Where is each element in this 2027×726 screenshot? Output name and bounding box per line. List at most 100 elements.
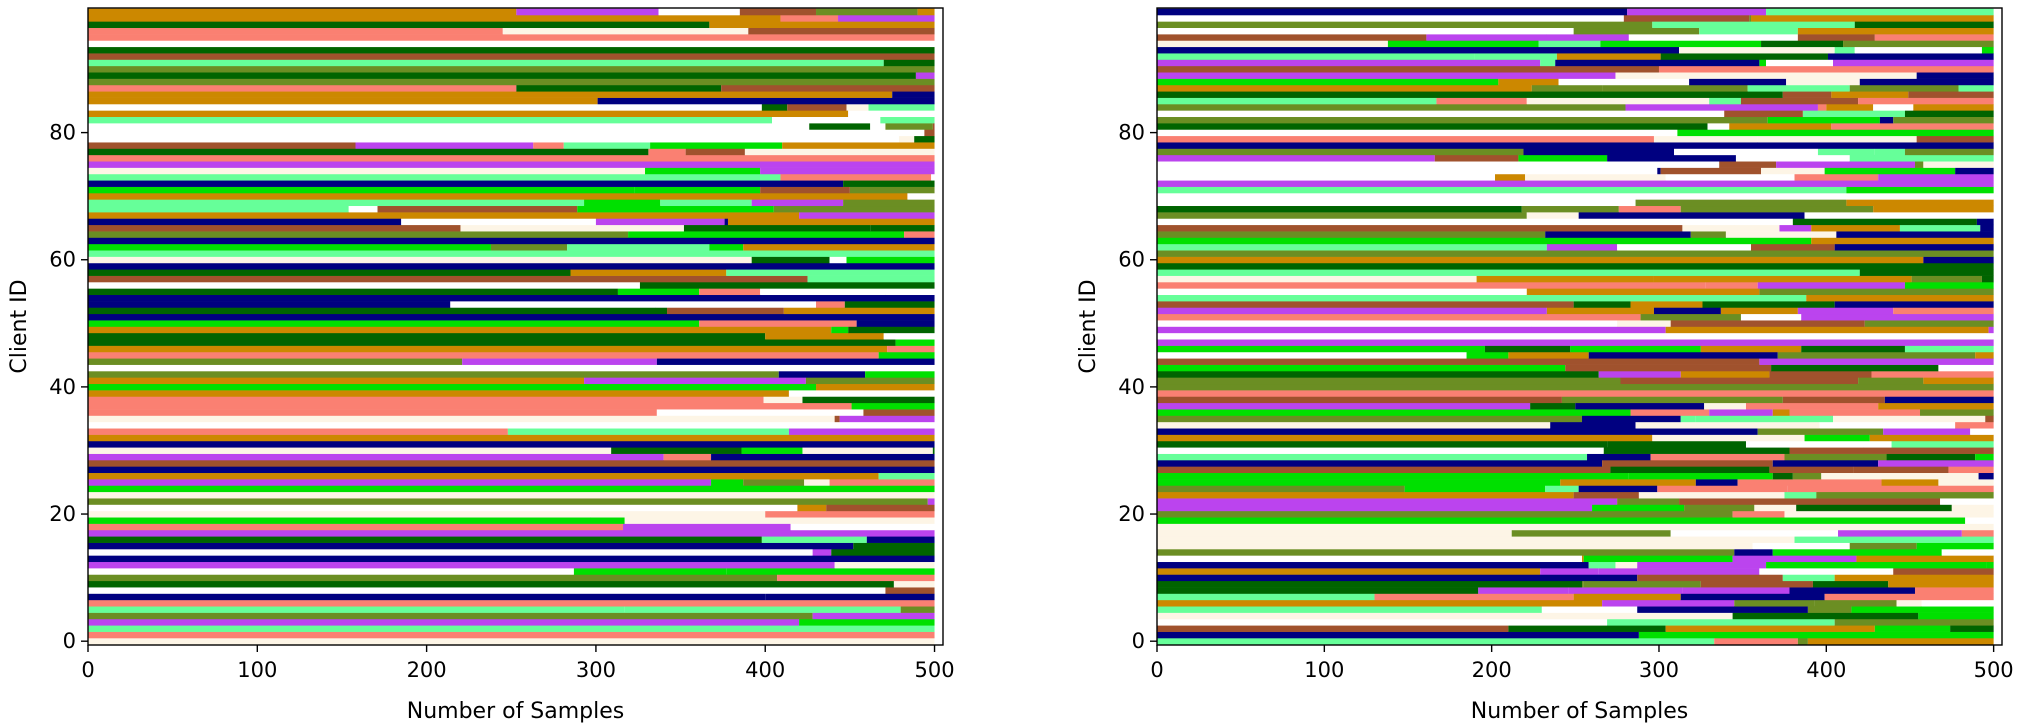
x-tick-label: 500 <box>1974 658 2014 682</box>
client-52-segment-2 <box>1653 307 1721 315</box>
client-35-segment-1 <box>834 415 840 423</box>
client-65-segment-1 <box>1682 224 1780 232</box>
client-52-segment-4 <box>1797 307 1894 315</box>
client-33-segment-0 <box>1157 428 1758 435</box>
client-43-segment-0 <box>88 364 935 372</box>
client-21-segment-2 <box>826 504 935 512</box>
client-94-segment-2 <box>1538 40 1601 48</box>
client-97-segment-1 <box>709 21 935 29</box>
client-63-segment-1 <box>1811 237 1994 245</box>
client-41-segment-0 <box>1157 377 1621 385</box>
client-78-segment-4 <box>650 142 783 149</box>
y-tick-label: 20 <box>49 502 76 526</box>
client-68-segment-2 <box>377 205 578 213</box>
client-20-segment-2 <box>1784 510 1992 518</box>
client-20-segment-1 <box>1732 510 1785 518</box>
client-42-segment-0 <box>88 371 779 378</box>
client-15-segment-0 <box>88 542 854 550</box>
client-7-segment-0 <box>88 593 766 601</box>
client-57-segment-4 <box>1981 275 1994 283</box>
client-84-segment-5 <box>1913 103 1994 111</box>
client-24-segment-0 <box>88 485 935 493</box>
client-67-segment-1 <box>799 212 935 219</box>
client-21-segment-0 <box>88 504 798 512</box>
client-2-segment-4 <box>1950 625 1994 632</box>
client-20-segment-2 <box>765 510 935 518</box>
client-93-segment-0 <box>88 46 935 54</box>
client-98-segment-2 <box>1749 14 1752 22</box>
client-95-segment-1 <box>1426 34 1629 41</box>
client-99-segment-4 <box>816 8 918 16</box>
client-86-segment-1 <box>1782 91 1832 98</box>
client-79-segment-1 <box>898 135 915 143</box>
client-45-segment-1 <box>878 351 935 359</box>
client-24-segment-5 <box>1787 485 1994 493</box>
client-78-segment-1 <box>355 142 534 149</box>
client-82-segment-0 <box>1157 116 1768 124</box>
client-45-segment-3 <box>1588 351 1778 359</box>
chart-panel-left: 0 100 200 300 400 500 0 20 40 60 80 Number of Sampl… <box>7 7 955 724</box>
client-32-segment-1 <box>1652 434 1805 442</box>
client-5-segment-2 <box>900 606 935 613</box>
client-39-segment-0 <box>88 390 789 397</box>
client-38-segment-2 <box>802 396 935 404</box>
client-62-segment-4 <box>1834 243 1994 251</box>
client-74-segment-2 <box>1660 167 1762 175</box>
client-76-segment-4 <box>1735 154 1850 162</box>
client-1-segment-0 <box>1157 631 1639 639</box>
client-72-segment-0 <box>88 180 844 187</box>
client-11-segment-0 <box>88 568 574 575</box>
client-67-segment-0 <box>88 212 800 219</box>
client-53-segment-3 <box>816 301 845 308</box>
client-13-segment-1 <box>1582 555 1584 563</box>
client-65-segment-3 <box>870 224 935 232</box>
client-35-segment-2 <box>1680 415 1696 423</box>
client-74-segment-5 <box>1955 167 1994 175</box>
client-96-segment-1 <box>502 27 634 35</box>
client-98-segment-2 <box>838 14 935 22</box>
client-32-segment-3 <box>1869 434 1994 442</box>
client-87-segment-5 <box>1958 84 1994 92</box>
client-45-segment-0 <box>1157 351 1467 359</box>
client-6-segment-3 <box>1814 599 1897 607</box>
client-15-segment-2 <box>1849 542 1917 550</box>
x-tick-label: 100 <box>1304 658 1344 682</box>
client-89-segment-0 <box>88 72 916 79</box>
client-87-segment-1 <box>516 84 722 92</box>
client-82-segment-2 <box>880 116 935 124</box>
client-43-segment-0 <box>1157 364 1566 372</box>
client-37-segment-3 <box>1704 402 1746 410</box>
client-25-segment-3 <box>804 479 830 486</box>
client-33-segment-3 <box>1970 428 1994 435</box>
client-84-segment-2 <box>787 103 847 111</box>
client-56-segment-2 <box>1757 281 1905 289</box>
client-12-segment-0 <box>88 561 835 569</box>
client-62-segment-2 <box>1617 243 1752 251</box>
client-76-segment-5 <box>1849 154 1994 162</box>
client-50-segment-2 <box>1617 320 1671 327</box>
client-37-segment-5 <box>1878 402 1994 410</box>
client-46-segment-1 <box>887 345 935 353</box>
client-78-segment-5 <box>782 142 935 149</box>
client-79-segment-0 <box>1157 135 1654 143</box>
client-25-segment-1 <box>1560 479 1696 486</box>
client-53-segment-1 <box>450 301 656 308</box>
client-82-segment-1 <box>772 116 881 124</box>
client-9-segment-3 <box>1700 580 1813 588</box>
client-32-segment-0 <box>88 434 935 442</box>
client-40-segment-0 <box>88 383 817 391</box>
client-34-segment-0 <box>1157 421 1551 429</box>
client-53-segment-4 <box>844 301 935 308</box>
client-45-segment-4 <box>1777 351 1976 359</box>
client-77-segment-3 <box>1817 148 1875 156</box>
client-5-segment-1 <box>624 606 901 613</box>
client-64-segment-0 <box>1157 231 1546 238</box>
client-20-segment-1 <box>590 510 766 518</box>
client-14-segment-3 <box>1941 549 1994 556</box>
client-74-segment-0 <box>1157 167 1658 175</box>
client-31-segment-0 <box>88 440 935 448</box>
client-7-segment-3 <box>1680 593 1825 601</box>
client-68-segment-2 <box>1618 205 1681 213</box>
client-56-segment-1 <box>639 281 935 289</box>
client-44-segment-1 <box>462 358 657 365</box>
